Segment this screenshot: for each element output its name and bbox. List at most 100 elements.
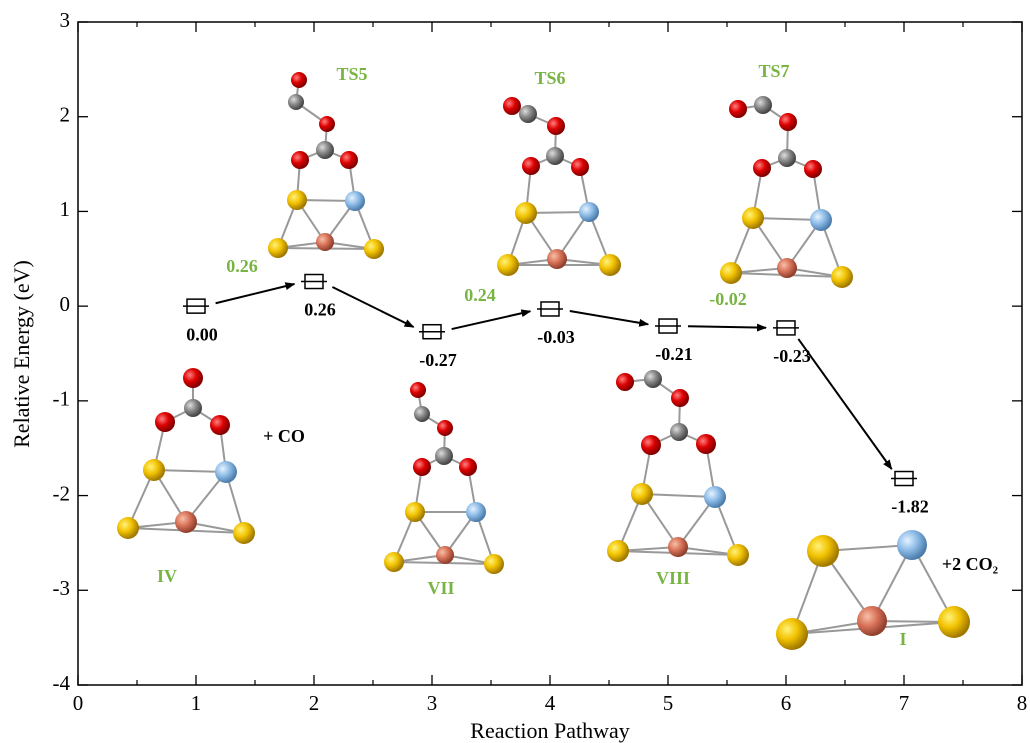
- arrow: [332, 287, 413, 327]
- atom: [143, 459, 165, 481]
- value-label: -0.23: [773, 346, 811, 366]
- atom: [288, 94, 304, 110]
- atom: [579, 202, 599, 222]
- atom: [831, 266, 853, 288]
- atom: [437, 420, 453, 436]
- atom: [184, 399, 202, 417]
- atom: [857, 606, 887, 636]
- structure-label: I: [899, 629, 906, 649]
- point: [301, 275, 327, 289]
- atom: [777, 258, 797, 278]
- arrow: [216, 284, 295, 303]
- y-tick-label: -4: [53, 671, 71, 695]
- x-tick-label: 2: [309, 691, 320, 715]
- reactant-label: +2 CO₂: [942, 554, 998, 574]
- atom: [704, 486, 726, 508]
- atom: [340, 151, 358, 169]
- atom: [484, 554, 504, 574]
- atom: [364, 239, 384, 259]
- structure-label: VIII: [656, 568, 690, 588]
- y-tick-label: 1: [60, 197, 71, 221]
- atom: [644, 370, 662, 388]
- atom: [668, 537, 688, 557]
- reactant-label: + CO: [263, 426, 305, 446]
- x-tick-label: 7: [899, 691, 910, 715]
- arrow: [798, 339, 891, 469]
- atom: [291, 151, 309, 169]
- atom: [720, 262, 742, 284]
- value-label: -0.27: [419, 350, 457, 370]
- x-tick-label: 0: [73, 691, 84, 715]
- atom: [607, 540, 629, 562]
- atom: [671, 389, 689, 407]
- point: [183, 299, 209, 313]
- atom: [778, 149, 796, 167]
- atom: [807, 535, 839, 567]
- atom: [117, 517, 139, 539]
- structure-label: TS5: [336, 64, 367, 84]
- atom: [435, 447, 453, 465]
- arrow: [570, 311, 648, 324]
- atom: [599, 254, 621, 276]
- atom: [175, 511, 197, 533]
- atom: [183, 368, 203, 388]
- atom: [547, 249, 567, 269]
- atom: [571, 158, 589, 176]
- x-tick-label: 3: [427, 691, 438, 715]
- point: [419, 325, 445, 339]
- atom: [291, 72, 307, 88]
- atom: [459, 458, 477, 476]
- barrier-label: -0.02: [709, 289, 747, 309]
- atom: [316, 233, 334, 251]
- molecules: [117, 72, 970, 650]
- atom: [742, 207, 764, 229]
- atom: [466, 502, 486, 522]
- y-tick-label: -2: [53, 481, 71, 505]
- atom: [727, 544, 749, 566]
- y-tick-label: -3: [53, 576, 71, 600]
- point: [537, 302, 563, 316]
- atom: [670, 423, 688, 441]
- atom: [804, 160, 822, 178]
- x-tick-label: 4: [545, 691, 556, 715]
- atom: [897, 530, 927, 560]
- value-label: -0.21: [655, 344, 693, 364]
- atom: [405, 502, 425, 522]
- atom: [233, 522, 255, 544]
- atom: [779, 113, 797, 131]
- atom: [210, 415, 230, 435]
- structure-label: VII: [427, 578, 454, 598]
- point: [655, 319, 681, 333]
- atom: [497, 254, 519, 276]
- x-tick-label: 1: [191, 691, 202, 715]
- atom: [696, 434, 716, 454]
- atom: [155, 412, 175, 432]
- barrier-label: 0.26: [226, 256, 258, 276]
- structure-label: TS7: [758, 61, 789, 81]
- y-tick-label: 2: [60, 103, 71, 127]
- atom: [938, 606, 970, 638]
- atom: [319, 116, 335, 132]
- atom: [503, 97, 521, 115]
- atom: [810, 209, 832, 231]
- atom: [436, 546, 454, 564]
- value-label: 0.26: [304, 300, 336, 320]
- structure-label: TS6: [534, 68, 565, 88]
- atom: [410, 382, 426, 398]
- atom: [547, 117, 565, 135]
- atom: [287, 190, 307, 210]
- structure-label: IV: [157, 566, 177, 586]
- atom: [414, 406, 430, 422]
- atom: [519, 105, 537, 123]
- arrow: [452, 311, 531, 329]
- atom: [316, 141, 334, 159]
- x-tick-label: 6: [781, 691, 792, 715]
- atom: [515, 202, 537, 224]
- y-tick-label: -1: [53, 387, 71, 411]
- atom: [345, 191, 365, 211]
- arrow: [688, 326, 766, 327]
- x-axis-label: Reaction Pathway: [470, 718, 629, 743]
- atom: [754, 96, 772, 114]
- atom: [616, 373, 634, 391]
- atom: [268, 238, 288, 258]
